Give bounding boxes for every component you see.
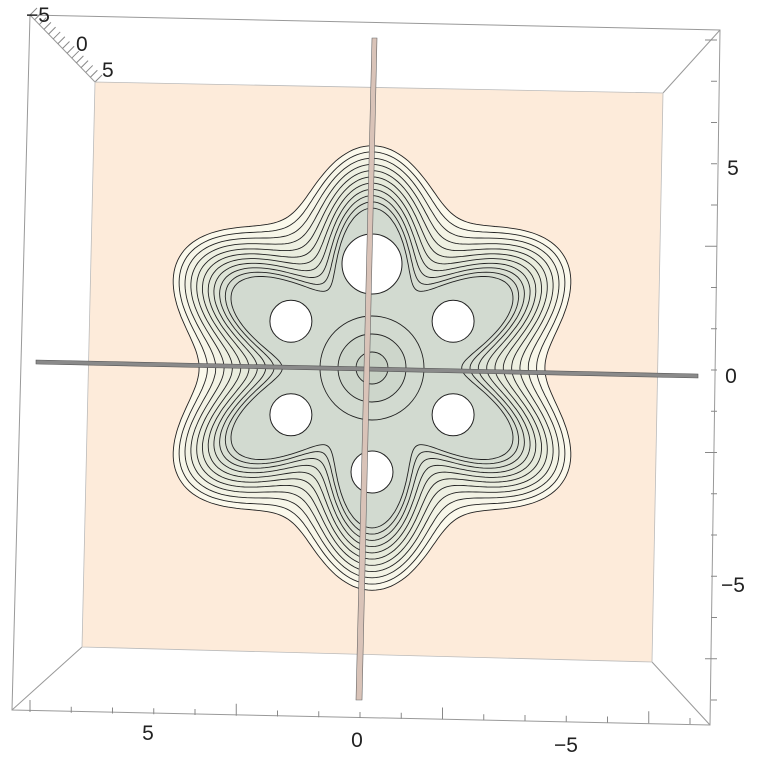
diagonal-axis-tick bbox=[57, 36, 66, 45]
surface-hole-6 bbox=[350, 450, 394, 494]
surface-hole-5 bbox=[431, 393, 475, 437]
right-tick-label-0: 0 bbox=[725, 365, 737, 388]
surface-hole-2 bbox=[269, 299, 313, 343]
diagonal-axis-tick bbox=[85, 65, 94, 73]
right-axis-labels: 5 0 −5 bbox=[721, 157, 745, 597]
diag-tick-label-neg5: −5 bbox=[26, 4, 50, 27]
diagonal-axis-tick bbox=[48, 26, 56, 35]
axis-ticks bbox=[29, 7, 717, 724]
bottom-tick-label-0: 0 bbox=[351, 729, 363, 752]
diagonal-axis-tick bbox=[62, 41, 70, 49]
diagonal-axis-tick bbox=[66, 45, 75, 54]
right-tick-label-neg5: −5 bbox=[721, 574, 745, 597]
bottom-axis-labels: 5 0 −5 bbox=[142, 722, 578, 757]
bottom-tick-label-5: 5 bbox=[142, 722, 154, 745]
diagonal-axis-tick bbox=[71, 50, 80, 59]
right-tick-label-5: 5 bbox=[727, 157, 739, 180]
cutting-planes bbox=[35, 37, 699, 701]
diagonal-axis-tick bbox=[76, 55, 84, 64]
diagonal-axis-tick bbox=[80, 60, 89, 68]
diag-tick-label-0: 0 bbox=[76, 33, 88, 56]
diagonal-axis-tick bbox=[90, 69, 98, 78]
diag-tick-label-5: 5 bbox=[102, 59, 114, 82]
diagonal-axis-tick bbox=[34, 12, 42, 21]
surface-hole-4 bbox=[269, 393, 313, 437]
bottom-tick-label-neg5: −5 bbox=[554, 734, 578, 757]
surface-hole-3 bbox=[431, 299, 475, 343]
top-left-axis-labels: −5 0 5 bbox=[26, 4, 114, 82]
diagonal-axis-tick bbox=[38, 17, 47, 25]
diagonal-axis-tick bbox=[43, 22, 52, 30]
diagonal-axis-tick bbox=[52, 31, 61, 40]
diagonal-axis-tick bbox=[29, 7, 38, 16]
vertical-plane bbox=[355, 37, 378, 701]
diagonal-axis-tick bbox=[94, 74, 103, 83]
